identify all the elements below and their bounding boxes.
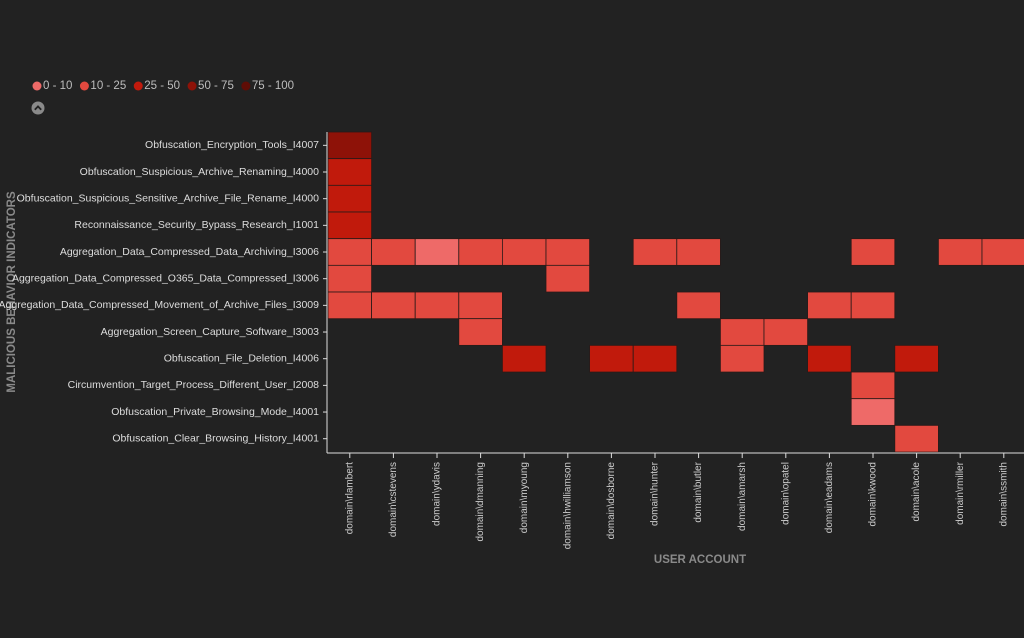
heat-cell bbox=[807, 344, 852, 373]
heat-cell bbox=[632, 344, 678, 373]
y-axis-title: MALICIOUS BEHAVIOR INDICATORS bbox=[6, 191, 18, 393]
heat-cell bbox=[501, 238, 547, 266]
x-tick-label: domain\hwilliamson bbox=[562, 462, 573, 549]
legend-label: 25 - 50 bbox=[144, 80, 180, 92]
x-tick-label: domain\amarsh bbox=[737, 462, 748, 531]
heat-cell bbox=[327, 238, 372, 266]
y-tick-label: Obfuscation_Private_Browsing_Mode_I4001 bbox=[111, 406, 319, 418]
legend-swatch bbox=[187, 81, 197, 91]
heat-cell bbox=[589, 344, 634, 373]
heat-cell bbox=[981, 238, 1024, 266]
heat-cell bbox=[327, 184, 372, 213]
heat-cell bbox=[720, 344, 765, 373]
heat-cell bbox=[414, 238, 460, 266]
x-tick-label: domain\hunter bbox=[650, 461, 661, 526]
heat-cell bbox=[327, 158, 372, 186]
y-tick-label: Aggregation_Screen_Capture_Software_I300… bbox=[101, 326, 319, 338]
heat-cell bbox=[676, 238, 721, 266]
legend-swatch bbox=[241, 81, 251, 91]
x-tick-label: domain\butler bbox=[693, 461, 704, 522]
heat-cell bbox=[414, 291, 460, 320]
x-tick-label: domain\rlambert bbox=[344, 462, 355, 534]
heat-cell bbox=[545, 238, 590, 266]
legend-item[interactable]: 0 - 10 bbox=[32, 80, 73, 92]
y-tick-label: Obfuscation_Clear_Browsing_History_I4001 bbox=[112, 432, 319, 444]
chevron bbox=[34, 105, 42, 111]
x-tick-label: domain\dosborne bbox=[606, 462, 617, 540]
heat-cell bbox=[807, 291, 852, 320]
heat-cell bbox=[850, 398, 896, 426]
y-tick-label: Obfuscation_Suspicious_Archive_Renaming_… bbox=[80, 166, 319, 178]
y-tick-label: Reconnaissance_Security_Bypass_Research_… bbox=[74, 219, 319, 231]
y-tick-label: Aggregation_Data_Compressed_Movement_of_… bbox=[0, 299, 319, 311]
heat-cell bbox=[327, 211, 372, 240]
x-tick-label: domain\ssmith bbox=[998, 462, 1009, 526]
x-tick-label: domain\opatel bbox=[780, 462, 791, 525]
heat-cell bbox=[720, 318, 765, 346]
heat-cell bbox=[458, 238, 503, 266]
legend-swatch bbox=[79, 81, 89, 91]
collapse-icon[interactable] bbox=[31, 101, 45, 115]
x-tick-label: domain\kwood bbox=[868, 462, 879, 526]
y-tick-label: Circumvention_Target_Process_Different_U… bbox=[68, 379, 320, 391]
legend-item[interactable]: 75 - 100 bbox=[241, 80, 294, 92]
heat-cell bbox=[763, 318, 808, 346]
x-tick-label: domain\dmanning bbox=[475, 462, 486, 542]
heat-cell bbox=[894, 424, 939, 453]
x-tick-label: domain\cstevens bbox=[388, 462, 399, 537]
collapse-button[interactable] bbox=[31, 101, 45, 115]
x-tick-label: domain\rmiller bbox=[955, 461, 966, 524]
heat-cell bbox=[894, 344, 939, 373]
y-tick-label: Aggregation_Data_Compressed_Data_Archivi… bbox=[60, 246, 319, 258]
heat-cell bbox=[327, 131, 372, 160]
legend-swatch bbox=[32, 81, 42, 91]
heat-cell bbox=[676, 291, 721, 320]
legend-label: 0 - 10 bbox=[43, 80, 72, 92]
heat-cell bbox=[371, 238, 416, 266]
y-tick-label: Obfuscation_File_Deletion_I4006 bbox=[164, 352, 319, 364]
y-tick-label: Obfuscation_Encryption_Tools_I4007 bbox=[145, 139, 319, 151]
heat-cell bbox=[501, 344, 547, 373]
heat-cell bbox=[632, 238, 678, 266]
x-axis-title: USER ACCOUNT bbox=[654, 554, 746, 566]
x-tick-label: domain\acole bbox=[911, 462, 922, 522]
heat-cell bbox=[938, 238, 983, 266]
legend-label: 50 - 75 bbox=[198, 80, 234, 92]
heat-cell bbox=[850, 291, 896, 320]
heat-cell bbox=[327, 291, 372, 320]
heat-cell bbox=[545, 264, 590, 293]
heat-cell bbox=[458, 291, 503, 320]
legend-item[interactable]: 50 - 75 bbox=[187, 80, 234, 92]
y-tick-label: Obfuscation_Suspicious_Sensitive_Archive… bbox=[17, 192, 320, 204]
heat-cell bbox=[850, 371, 896, 400]
legend-swatch bbox=[133, 81, 143, 91]
x-tick-label: domain\myoung bbox=[519, 462, 530, 533]
heat-cell bbox=[850, 238, 896, 266]
y-tick-label: Aggregation_Data_Compressed_O365_Data_Co… bbox=[12, 272, 319, 284]
heat-cell bbox=[327, 264, 372, 293]
heat-cell bbox=[458, 318, 503, 346]
heat-cell bbox=[371, 291, 416, 320]
legend-label: 10 - 25 bbox=[90, 80, 126, 92]
x-tick-label: domain\eadams bbox=[824, 462, 835, 533]
legend-label: 75 - 100 bbox=[252, 80, 294, 92]
x-tick-label: domain\ydavis bbox=[432, 462, 443, 526]
legend-item[interactable]: 25 - 50 bbox=[133, 80, 180, 92]
legend-item[interactable]: 10 - 25 bbox=[79, 80, 126, 92]
